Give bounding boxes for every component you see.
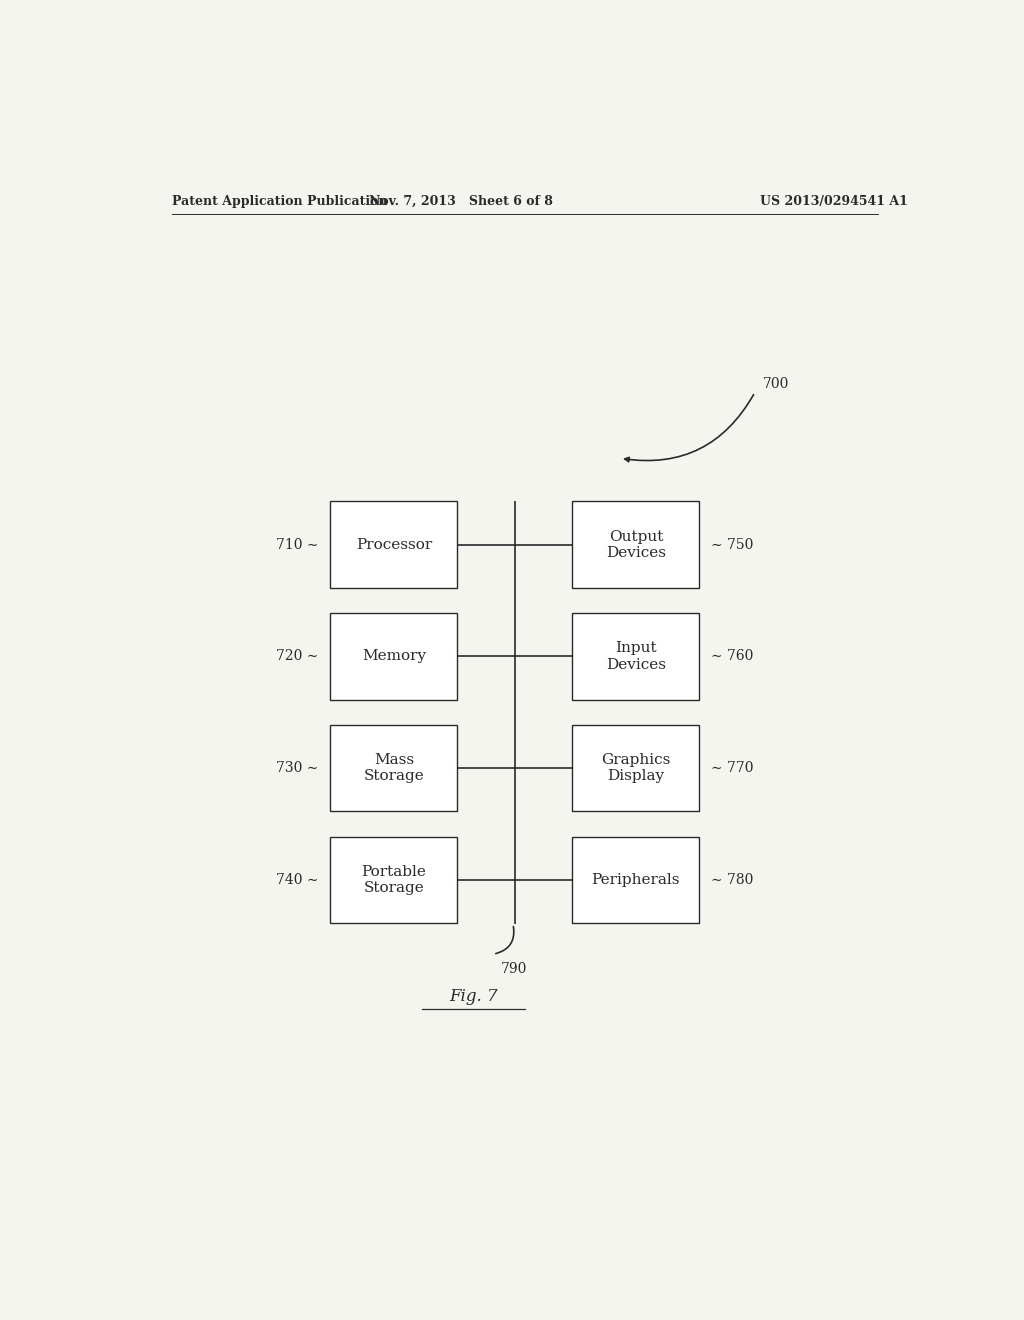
Text: 710 ∼: 710 ∼ <box>275 537 318 552</box>
Bar <box>572 502 699 587</box>
Text: ∼ 760: ∼ 760 <box>712 649 754 664</box>
Bar <box>331 614 458 700</box>
Text: Processor: Processor <box>355 537 432 552</box>
Bar <box>572 837 699 923</box>
Text: 720 ∼: 720 ∼ <box>276 649 318 664</box>
Bar <box>331 837 458 923</box>
Text: Input
Devices: Input Devices <box>606 642 666 672</box>
Text: Memory: Memory <box>361 649 426 664</box>
Bar <box>331 502 458 587</box>
Text: Fig. 7: Fig. 7 <box>449 989 498 1006</box>
Text: US 2013/0294541 A1: US 2013/0294541 A1 <box>761 194 908 207</box>
Text: Mass
Storage: Mass Storage <box>364 754 424 783</box>
Text: Patent Application Publication: Patent Application Publication <box>172 194 387 207</box>
Text: ∼ 750: ∼ 750 <box>712 537 754 552</box>
Text: ∼ 780: ∼ 780 <box>712 873 754 887</box>
Text: Output
Devices: Output Devices <box>606 529 666 560</box>
Text: 790: 790 <box>501 962 527 977</box>
Bar <box>572 614 699 700</box>
Text: Nov. 7, 2013   Sheet 6 of 8: Nov. 7, 2013 Sheet 6 of 8 <box>370 194 553 207</box>
Text: 730 ∼: 730 ∼ <box>276 762 318 775</box>
Text: Peripherals: Peripherals <box>592 873 680 887</box>
Text: Graphics
Display: Graphics Display <box>601 754 671 783</box>
Text: ∼ 770: ∼ 770 <box>712 762 754 775</box>
Text: Portable
Storage: Portable Storage <box>361 865 426 895</box>
Bar <box>331 725 458 812</box>
Bar <box>572 725 699 812</box>
Text: 740 ∼: 740 ∼ <box>275 873 318 887</box>
Text: 700: 700 <box>763 378 790 391</box>
